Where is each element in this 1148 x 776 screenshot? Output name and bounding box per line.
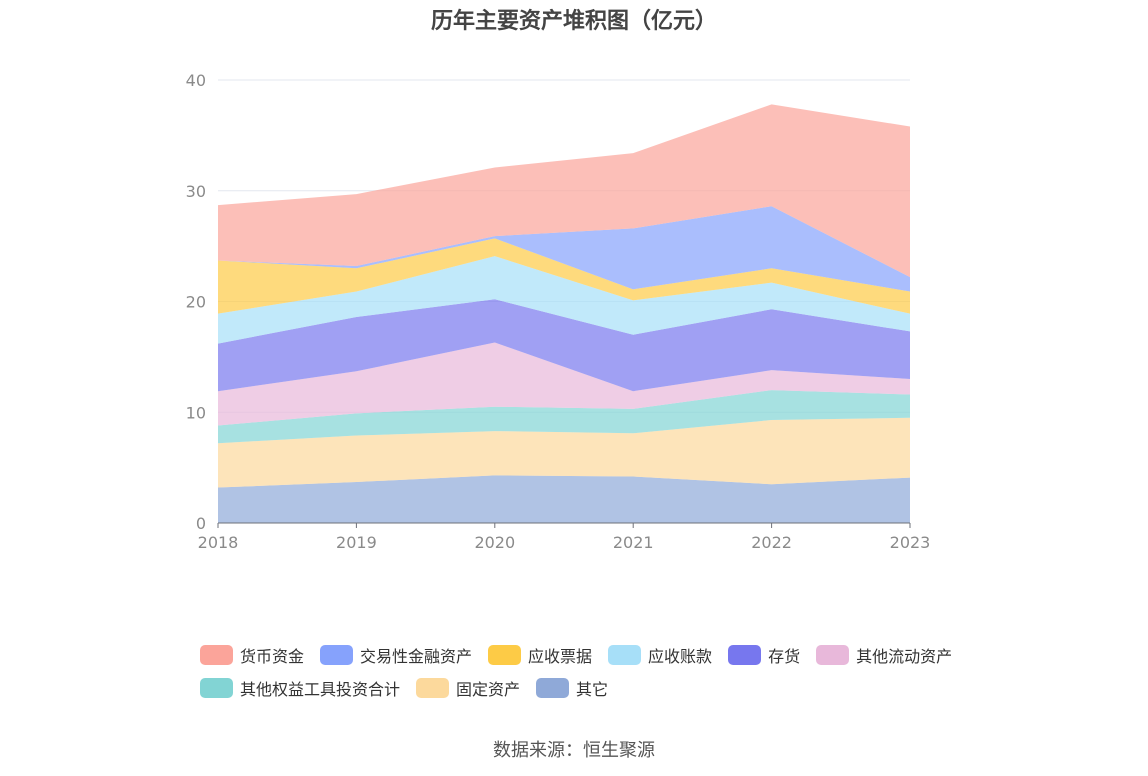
x-tick-label: 2018: [198, 533, 239, 552]
legend-label: 交易性金融资产: [360, 646, 473, 666]
legend-item[interactable]: 存货: [728, 643, 800, 667]
legend-label: 应收账款: [648, 646, 713, 666]
legend-swatch: [488, 644, 522, 665]
legend-row: 货币资金 交易性金融资产 应收票据 应收账款 存货 其他流动资产: [200, 638, 980, 671]
area-series-货币资金[interactable]: [218, 104, 910, 278]
legend-label: 应收票据: [528, 646, 593, 666]
legend-swatch: [536, 677, 570, 698]
legend-label: 存货: [768, 646, 801, 666]
area-series-应收票据[interactable]: [218, 238, 910, 314]
y-tick-label: 10: [186, 403, 206, 422]
x-tick-label: 2022: [751, 533, 792, 552]
y-tick-label: 30: [186, 182, 206, 201]
legend-swatch: [728, 644, 762, 665]
legend-swatch: [200, 677, 233, 698]
legend-label: 货币资金: [240, 646, 305, 666]
x-tick-label: 2021: [613, 533, 654, 552]
area-series-group: [218, 104, 910, 523]
legend-item[interactable]: 应收票据: [488, 643, 592, 667]
legend: 货币资金 交易性金融资产 应收票据 应收账款 存货 其他流动资产其他权益工具投资合计 固定资…: [200, 638, 980, 704]
y-tick-label: 40: [186, 71, 206, 90]
legend-label: 其它: [576, 679, 609, 699]
legend-swatch: [320, 644, 354, 665]
legend-swatch: [416, 677, 450, 698]
area-series-其他流动资产[interactable]: [218, 342, 910, 426]
axes: 0 10 20 30 40 2018 2019 2020 2021 2022 2023: [186, 71, 931, 552]
legend-swatch: [608, 644, 642, 665]
area-series-存货[interactable]: [218, 299, 910, 392]
legend-item[interactable]: 货币资金: [200, 643, 304, 667]
legend-item[interactable]: 其他流动资产: [816, 643, 952, 667]
legend-item[interactable]: 交易性金融资产: [320, 643, 472, 667]
legend-item[interactable]: 其他权益工具投资合计: [200, 676, 400, 700]
area-series-应收账款[interactable]: [218, 256, 910, 344]
legend-swatch: [816, 644, 850, 665]
x-tick-label: 2020: [474, 533, 515, 552]
legend-swatch: [200, 644, 233, 665]
legend-item[interactable]: 固定资产: [416, 676, 520, 700]
y-tick-label: 20: [186, 293, 206, 312]
area-series-其它[interactable]: [218, 475, 910, 523]
y-tick-label: 0: [196, 514, 206, 533]
x-tick-label: 2023: [890, 533, 931, 552]
legend-row: 其他权益工具投资合计 固定资产 其它: [200, 671, 980, 704]
legend-label: 固定资产: [456, 679, 521, 699]
area-series-交易性金融资产[interactable]: [218, 206, 910, 292]
legend-label: 其他流动资产: [856, 646, 953, 666]
chart-title: 历年主要资产堆积图（亿元）: [430, 9, 717, 34]
area-series-固定资产[interactable]: [218, 417, 910, 488]
data-source-note: 数据来源：恒生聚源: [493, 740, 655, 761]
area-series-其他权益工具投资合计[interactable]: [218, 390, 910, 444]
legend-item[interactable]: 应收账款: [608, 643, 712, 667]
legend-item[interactable]: 其它: [536, 676, 608, 700]
legend-label: 其他权益工具投资合计: [240, 679, 401, 699]
x-tick-label: 2019: [336, 533, 377, 552]
